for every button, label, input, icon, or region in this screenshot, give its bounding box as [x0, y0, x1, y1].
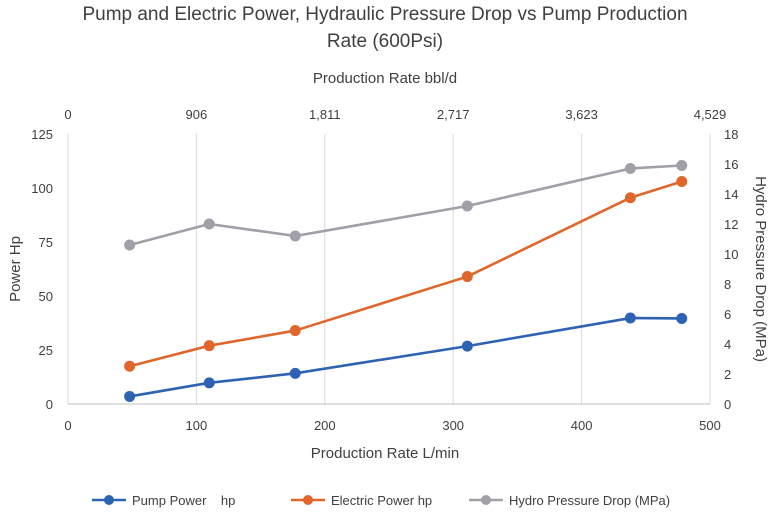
series-layer — [124, 160, 688, 402]
y2-tick-label: 6 — [724, 307, 731, 322]
legend-marker-1 — [303, 495, 313, 505]
data-point-s0-0 — [124, 390, 136, 402]
legend-label-0: Pump Power hp — [132, 493, 235, 508]
y2-tick-label: 16 — [724, 157, 738, 172]
y-tick-label: 50 — [39, 289, 53, 304]
legend: Pump Power hp Electric Power hp Hydro Pres… — [92, 493, 670, 508]
data-point-s1-4 — [624, 192, 636, 204]
x-tick-label: 200 — [314, 418, 336, 433]
y-tick-label: 75 — [39, 235, 53, 250]
x2-axis-title: Production Rate bbl/d — [313, 70, 457, 87]
y-tick-label: 25 — [39, 343, 53, 358]
legend-marker-0 — [104, 495, 114, 505]
y-axis-title: Power Hp — [7, 236, 24, 302]
x2-tick-label: 3,623 — [565, 107, 598, 122]
data-point-s0-1 — [203, 377, 215, 389]
y2-tick-label: 18 — [724, 127, 738, 142]
data-point-s1-2 — [289, 325, 301, 337]
y-tick-label: 100 — [31, 181, 53, 196]
y2-tick-label: 4 — [724, 337, 731, 352]
x-tick-label: 300 — [442, 418, 464, 433]
series-line-0 — [129, 316, 682, 398]
y2-tick-label: 10 — [724, 247, 738, 262]
x2-tick-label: 0 — [64, 107, 71, 122]
x2-tick-label: 4,529 — [694, 107, 727, 122]
x2-tick-label: 906 — [186, 107, 208, 122]
y-tick-label: 0 — [46, 397, 53, 412]
x-axis-title: Production Rate L/min — [311, 445, 459, 462]
data-point-s2-2 — [289, 230, 301, 242]
y2-tick-label: 0 — [724, 397, 731, 412]
x-tick-label: 0 — [64, 418, 71, 433]
grid-layer — [67, 134, 711, 405]
data-point-s2-3 — [461, 200, 473, 212]
chart-title-line1: Pump and Electric Power, Hydraulic Press… — [82, 4, 687, 25]
y2-axis-title: Hydro Pressure Drop (MPa) — [752, 176, 769, 362]
data-point-s0-2 — [289, 367, 301, 379]
legend-marker-2 — [481, 495, 491, 505]
x-tick-label: 500 — [699, 418, 721, 433]
y2-tick-label: 12 — [724, 217, 738, 232]
data-point-s1-1 — [203, 340, 215, 352]
data-point-s2-0 — [124, 239, 136, 251]
data-point-s2-5 — [676, 160, 688, 171]
legend-label-2: Hydro Pressure Drop (MPa) — [509, 493, 670, 508]
data-point-s2-4 — [624, 163, 636, 174]
legend-label-1: Electric Power hp — [331, 493, 432, 508]
x-tick-label: 100 — [186, 418, 208, 433]
y2-tick-label: 14 — [724, 187, 738, 202]
data-point-s1-3 — [461, 271, 473, 283]
x-tick-label: 400 — [571, 418, 593, 433]
data-point-s1-5 — [676, 176, 688, 188]
data-point-s0-4 — [624, 312, 636, 324]
data-point-s0-3 — [461, 340, 473, 352]
data-point-s1-0 — [124, 360, 136, 372]
y2-tick-label: 2 — [724, 367, 731, 382]
chart-title-line2: Rate (600Psi) — [327, 31, 443, 52]
series-line-1 — [129, 180, 683, 368]
y2-tick-label: 8 — [724, 277, 731, 292]
series-line-2 — [129, 164, 682, 247]
x2-tick-label: 2,717 — [437, 107, 470, 122]
data-point-s2-1 — [203, 218, 215, 230]
data-point-s0-5 — [676, 312, 688, 324]
tick-layer: 001009062001,8113002,7174003,6235004,529… — [31, 107, 738, 433]
y-tick-label: 125 — [31, 127, 53, 142]
x2-tick-label: 1,811 — [309, 107, 341, 122]
